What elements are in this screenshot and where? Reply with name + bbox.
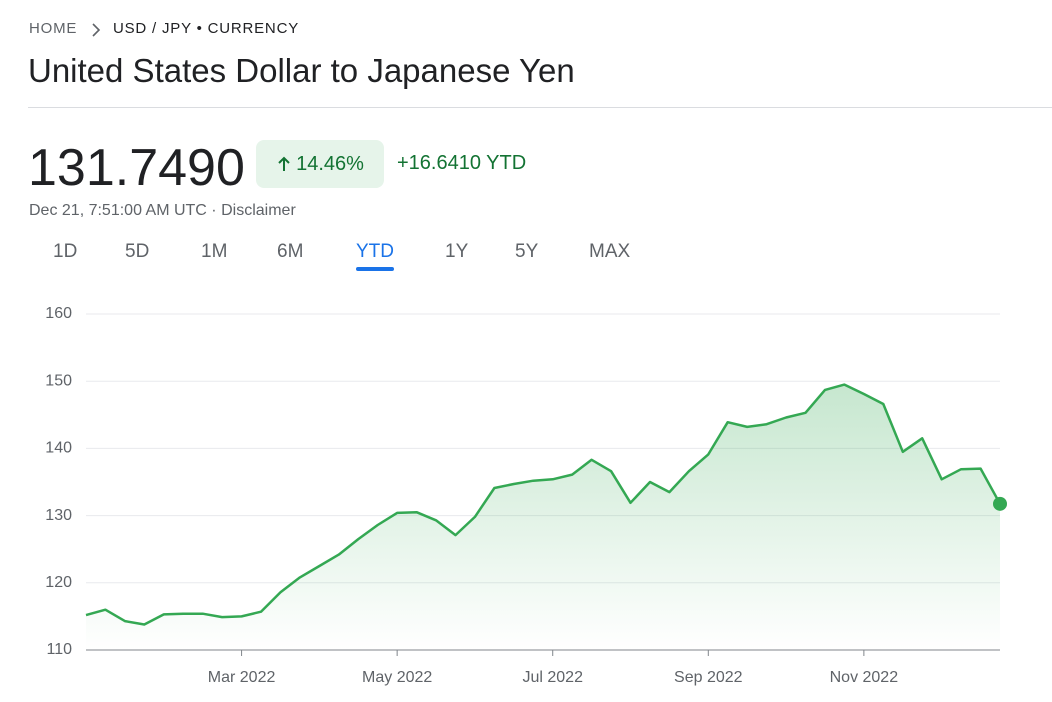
page-title: United States Dollar to Japanese Yen <box>28 52 575 89</box>
range-tab[interactable]: 5Y <box>515 241 539 262</box>
breadcrumb-current: USD / JPY • CURRENCY <box>113 20 300 37</box>
chevron <box>92 23 101 37</box>
up-arrow <box>278 156 290 171</box>
change-badge: 14.46% <box>256 140 384 188</box>
range-tab[interactable]: 1Y <box>445 241 469 262</box>
y-tick-label: 130 <box>45 507 72 524</box>
y-tick-label: 150 <box>45 372 72 389</box>
change-percent: 14.46% <box>296 152 364 175</box>
x-tick-label: Mar 2022 <box>208 669 276 686</box>
range-tab[interactable]: 5D <box>125 241 150 262</box>
breadcrumb-home[interactable]: HOME <box>29 20 78 37</box>
x-tick-label: Sep 2022 <box>674 669 743 686</box>
x-tick-label: Jul 2022 <box>522 669 583 686</box>
y-tick-label: 120 <box>45 574 72 591</box>
range-tab[interactable]: MAX <box>589 241 631 262</box>
y-tick-label: 110 <box>46 641 72 658</box>
area <box>86 384 1000 650</box>
range-tab[interactable]: YTD <box>356 241 394 262</box>
range-tab[interactable]: 1M <box>201 241 228 262</box>
line <box>85 383 1002 626</box>
selected-indicator <box>356 267 394 271</box>
y-tick-label: 160 <box>45 305 72 322</box>
timestamp-line: Dec 21, 7:51:00 AM UTC · Disclaimer <box>29 202 296 220</box>
change: +16.6410 YTD <box>397 152 527 174</box>
disclaimer[interactable]: Disclaimer <box>221 202 296 219</box>
x-tick-label: May 2022 <box>362 669 432 686</box>
timestamp: Dec 21, 7:51:00 AM UTC · <box>29 202 217 219</box>
range-tab[interactable]: 6M <box>277 241 304 262</box>
x-tick-label: Nov 2022 <box>830 669 899 686</box>
chart: 110 120 130 140 150 160 Mar 2022 May 2022 Jul 20… <box>45 305 1007 686</box>
last-point <box>993 496 1007 511</box>
y-tick-label: 140 <box>45 440 72 457</box>
range-tab[interactable]: 1D <box>53 241 78 262</box>
price: 131.7490 <box>28 139 245 197</box>
divider <box>28 107 1052 108</box>
